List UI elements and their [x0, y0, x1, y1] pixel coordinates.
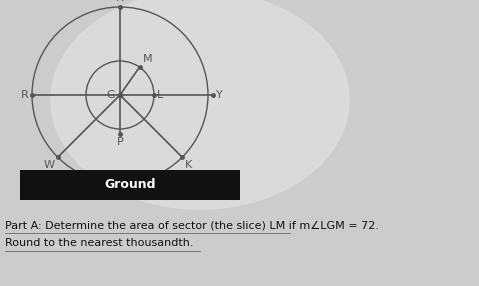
Text: Part A: Determine the area of sector (the slice) LM if m∠LGM = 72.: Part A: Determine the area of sector (th…	[5, 220, 379, 230]
Text: H: H	[116, 0, 124, 3]
Text: Y: Y	[216, 90, 223, 100]
Bar	[20, 170, 240, 200]
Text: K: K	[185, 160, 193, 170]
Text: G: G	[106, 90, 115, 100]
Text: M: M	[142, 54, 152, 64]
Text: W: W	[44, 160, 55, 170]
Text: L: L	[157, 90, 163, 100]
Text: Round to the nearest thousandth.: Round to the nearest thousandth.	[5, 238, 194, 248]
Text: Ground: Ground	[104, 178, 156, 192]
Text: P: P	[116, 137, 124, 147]
Text: R: R	[21, 90, 29, 100]
Ellipse shape	[50, 0, 350, 210]
